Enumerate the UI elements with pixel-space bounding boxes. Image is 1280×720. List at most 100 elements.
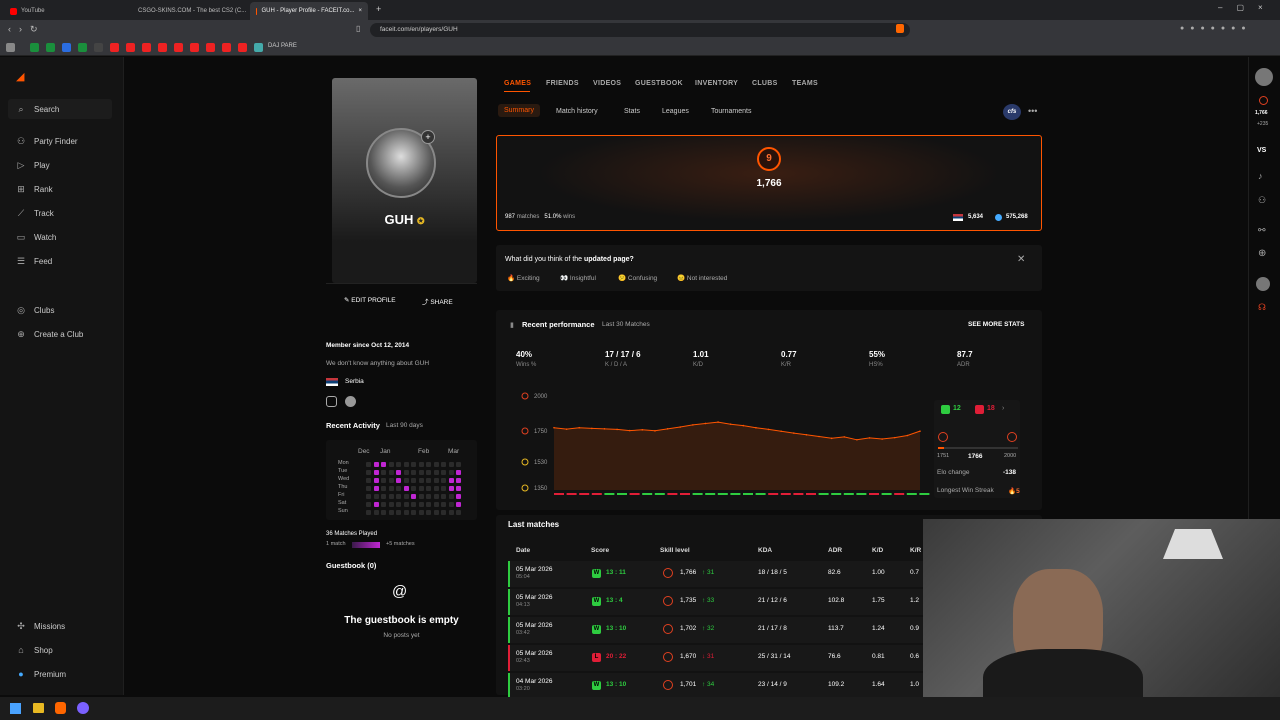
feedback-confusing[interactable]: 😕 Confusing xyxy=(618,275,658,282)
window-controls[interactable]: –▢× xyxy=(1218,3,1277,12)
bookmark-youtube-icon[interactable] xyxy=(142,43,151,52)
elo-point[interactable] xyxy=(553,426,555,429)
elo-point[interactable] xyxy=(906,434,909,437)
sidebar-item-rank[interactable]: ⊞ Rank xyxy=(17,184,53,194)
elo-point[interactable] xyxy=(919,430,921,432)
sidebar-item-clubs[interactable]: ◎ Clubs xyxy=(17,305,55,315)
elo-point[interactable] xyxy=(679,426,682,428)
col-date[interactable]: Date xyxy=(516,547,531,554)
sidebar-item-feed[interactable]: ☰ Feed xyxy=(16,256,53,266)
feedback-exciting[interactable]: 🔥 Exciting xyxy=(507,275,540,282)
bookmark-youtube-icon[interactable] xyxy=(174,43,183,52)
col-kr[interactable]: K/R xyxy=(910,547,922,554)
tab-friends[interactable]: FRIENDS xyxy=(546,80,579,87)
sidebar-item-track[interactable]: ⟋ Track xyxy=(17,208,54,218)
browser-tab-youtube[interactable]: YouTube xyxy=(4,2,124,20)
app-icon[interactable] xyxy=(77,702,89,714)
elo-point[interactable] xyxy=(628,429,631,432)
elo-point[interactable] xyxy=(843,436,846,438)
tab-inventory[interactable]: INVENTORY xyxy=(695,80,739,87)
elo-point[interactable] xyxy=(830,437,833,440)
tab-teams[interactable]: TEAMS xyxy=(792,80,818,87)
elo-point[interactable] xyxy=(666,428,669,430)
bell-icon[interactable]: ♪ xyxy=(1258,171,1263,181)
faceit-logo-icon[interactable]: ◢ xyxy=(16,71,25,83)
bookmark-sheets-icon[interactable] xyxy=(78,43,87,52)
elo-point[interactable] xyxy=(881,438,883,440)
add-friend-icon[interactable]: + xyxy=(421,130,435,144)
elo-point[interactable] xyxy=(717,421,719,423)
windows-start-icon[interactable] xyxy=(10,703,21,714)
support-icon[interactable]: ☊ xyxy=(1258,302,1266,312)
table-row[interactable] xyxy=(508,645,928,671)
bookmark-sheets-icon[interactable] xyxy=(30,43,39,52)
apps-icon[interactable] xyxy=(6,43,15,52)
elo-point[interactable] xyxy=(893,436,896,439)
bookmark-youtube-icon[interactable] xyxy=(222,43,231,52)
elo-point[interactable] xyxy=(654,430,656,432)
file-explorer-icon[interactable] xyxy=(33,703,44,713)
elo-point[interactable] xyxy=(603,428,606,430)
bookmark-docs-icon[interactable] xyxy=(62,43,71,52)
elo-point[interactable] xyxy=(792,432,795,434)
subtab-summary[interactable]: Summary xyxy=(498,104,540,117)
tab-clubs[interactable]: CLUBS xyxy=(752,80,778,87)
bookmark-youtube-icon[interactable] xyxy=(206,43,215,52)
bookmark-icon[interactable] xyxy=(254,43,263,52)
elo-point[interactable] xyxy=(578,426,581,429)
elo-point[interactable] xyxy=(818,435,820,438)
sidebar-item-premium[interactable]: ● Premium xyxy=(16,669,66,679)
elo-point[interactable] xyxy=(616,428,618,431)
party-icon[interactable]: ⚯ xyxy=(1258,225,1266,235)
elo-point[interactable] xyxy=(868,437,871,439)
bookmark-icon[interactable] xyxy=(94,43,103,52)
elo-point[interactable] xyxy=(856,438,858,441)
browser-tab-faceit[interactable]: GUH - Player Profile - FACEIT.co... × xyxy=(250,2,368,20)
tab-guestbook[interactable]: GUESTBOOK xyxy=(635,80,683,87)
browser-tab-csgo[interactable]: CSGO-SKINS.COM - The best CS2 (C... xyxy=(138,8,247,14)
elo-point[interactable] xyxy=(729,423,732,425)
more-icon[interactable]: ••• xyxy=(1028,106,1038,116)
nav-buttons-icon[interactable]: ‹›↻ xyxy=(8,24,46,34)
elo-point[interactable] xyxy=(565,428,568,430)
feedback-insightful[interactable]: 👀 Insightful xyxy=(560,275,596,282)
table-row[interactable] xyxy=(508,589,928,615)
elo-point[interactable] xyxy=(704,422,707,425)
search-input[interactable] xyxy=(8,99,112,119)
tab-videos[interactable]: VIDEOS xyxy=(593,80,622,87)
sidebar-item-shop[interactable]: ⌂ Shop xyxy=(16,645,52,655)
edit-profile-button[interactable]: ✎ EDIT PROFILE xyxy=(344,297,396,304)
instagram-icon[interactable] xyxy=(326,396,337,407)
add-icon[interactable]: ⊕ xyxy=(1258,248,1267,259)
table-row[interactable] xyxy=(508,617,928,643)
col-kd[interactable]: K/D xyxy=(872,547,884,554)
elo-point[interactable] xyxy=(641,429,644,431)
bookmark-youtube-icon[interactable] xyxy=(110,43,119,52)
bookmark-youtube-icon[interactable] xyxy=(158,43,167,52)
col-skill[interactable]: Skill level xyxy=(660,547,690,554)
col-adr[interactable]: ADR xyxy=(828,547,843,554)
subtab-match-history[interactable]: Match history xyxy=(556,108,598,115)
extension-icons[interactable]: ●●●●●●● xyxy=(1180,25,1252,32)
elo-point[interactable] xyxy=(755,426,757,429)
bookmark-daj-pare[interactable]: DAJ PARE xyxy=(268,43,297,49)
subtab-leagues[interactable]: Leagues xyxy=(662,108,689,115)
close-icon[interactable]: × xyxy=(358,8,362,14)
tab-games[interactable]: GAMES xyxy=(504,80,532,87)
bookmark-sheets-icon[interactable] xyxy=(46,43,55,52)
sidebar-item-party-finder[interactable]: ⚇ Party Finder xyxy=(16,136,78,146)
sidebar-item-create-club[interactable]: ⊕ Create a Club xyxy=(17,329,84,339)
sidebar-item-watch[interactable]: ▭ Watch xyxy=(16,232,57,242)
elo-point[interactable] xyxy=(780,430,782,433)
url-field[interactable]: faceit.com/en/players/GUH xyxy=(370,23,910,37)
sidebar-item-play[interactable]: ▷ Play xyxy=(17,160,50,170)
elo-point[interactable] xyxy=(591,427,593,430)
bookmark-icon[interactable]: ▯ xyxy=(356,24,361,33)
new-tab-icon[interactable]: + xyxy=(376,4,382,14)
friend-avatar[interactable] xyxy=(1256,277,1270,291)
steam-icon[interactable] xyxy=(345,396,356,407)
elo-point[interactable] xyxy=(805,434,808,436)
bookmark-youtube-icon[interactable] xyxy=(126,43,135,52)
table-row[interactable] xyxy=(508,673,928,699)
subtab-stats[interactable]: Stats xyxy=(624,108,640,115)
